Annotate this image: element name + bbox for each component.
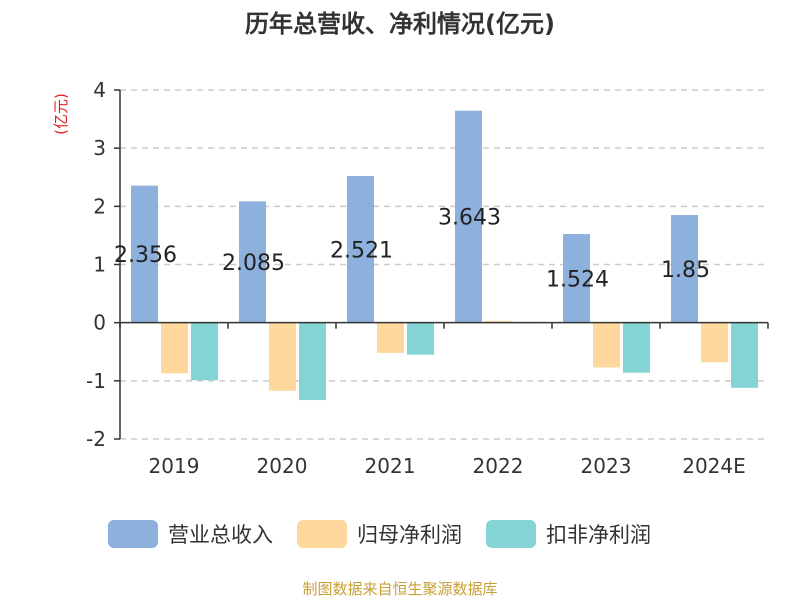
legend-label-revenue: 营业总收入 bbox=[168, 523, 273, 547]
bar-revenue[interactable] bbox=[347, 176, 374, 323]
y-tick-label: -1 bbox=[86, 369, 106, 393]
bar-deducted-profit[interactable] bbox=[623, 322, 650, 373]
legend-item-deducted-profit[interactable]: 扣非净利润 bbox=[486, 519, 651, 549]
bar-net-profit[interactable] bbox=[701, 322, 728, 363]
legend: 营业总收入 归母净利润 扣非净利润 bbox=[108, 519, 651, 549]
bar-deducted-profit[interactable] bbox=[191, 322, 218, 381]
bar-revenue[interactable] bbox=[671, 215, 698, 323]
data-label-revenue: 2.085 bbox=[222, 251, 285, 276]
bar-deducted-profit[interactable] bbox=[731, 322, 758, 388]
bar-net-profit[interactable] bbox=[269, 322, 296, 391]
x-tick-label: 2019 bbox=[149, 454, 200, 478]
legend-item-net-profit[interactable]: 归母净利润 bbox=[297, 519, 462, 549]
x-tick-label: 2023 bbox=[581, 454, 632, 478]
x-tick-label: 2021 bbox=[365, 454, 416, 478]
legend-swatch-net-profit bbox=[297, 520, 347, 548]
x-tick-label: 2022 bbox=[473, 454, 524, 478]
y-tick-label: 2 bbox=[93, 194, 106, 218]
legend-label-net-profit: 归母净利润 bbox=[357, 523, 462, 547]
bar-net-profit[interactable] bbox=[161, 322, 188, 374]
data-label-revenue: 2.356 bbox=[114, 243, 177, 268]
bar-net-profit[interactable] bbox=[593, 322, 620, 368]
bar-net-profit[interactable] bbox=[377, 322, 404, 353]
source-note: 制图数据来自恒生聚源数据库 bbox=[302, 580, 498, 598]
legend-label-deducted-profit: 扣非净利润 bbox=[546, 523, 651, 547]
y-tick-label: 0 bbox=[93, 311, 106, 335]
x-tick-label: 2024E bbox=[682, 454, 746, 478]
bar-deducted-profit[interactable] bbox=[299, 322, 326, 401]
bar-revenue[interactable] bbox=[455, 110, 482, 323]
legend-item-revenue[interactable]: 营业总收入 bbox=[108, 519, 273, 549]
chart-title: 历年总营收、净利情况(亿元) bbox=[245, 10, 555, 38]
legend-swatch-revenue bbox=[108, 520, 158, 548]
y-tick-label: -2 bbox=[86, 427, 106, 451]
data-label-revenue: 1.524 bbox=[546, 267, 609, 292]
x-tick-label: 2020 bbox=[257, 454, 308, 478]
legend-swatch-deducted-profit bbox=[486, 520, 536, 548]
bar-revenue[interactable] bbox=[131, 185, 158, 323]
bar-revenue[interactable] bbox=[563, 234, 590, 323]
y-axis-label: (亿元) bbox=[52, 93, 70, 135]
data-label-revenue: 3.643 bbox=[438, 206, 501, 231]
y-tick-label: 4 bbox=[93, 78, 106, 102]
bar-net-profit[interactable] bbox=[485, 320, 512, 323]
y-tick-label: 1 bbox=[93, 253, 106, 277]
bar-deducted-profit[interactable] bbox=[407, 322, 434, 355]
bar-revenue[interactable] bbox=[239, 201, 266, 323]
data-label-revenue: 2.521 bbox=[330, 238, 393, 263]
y-tick-label: 3 bbox=[93, 136, 106, 160]
data-label-revenue: 1.85 bbox=[661, 258, 710, 283]
